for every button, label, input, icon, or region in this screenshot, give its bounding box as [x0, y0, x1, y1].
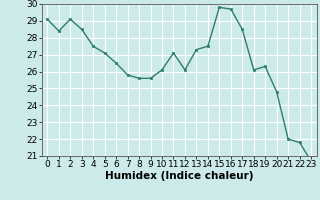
X-axis label: Humidex (Indice chaleur): Humidex (Indice chaleur) — [105, 171, 253, 181]
